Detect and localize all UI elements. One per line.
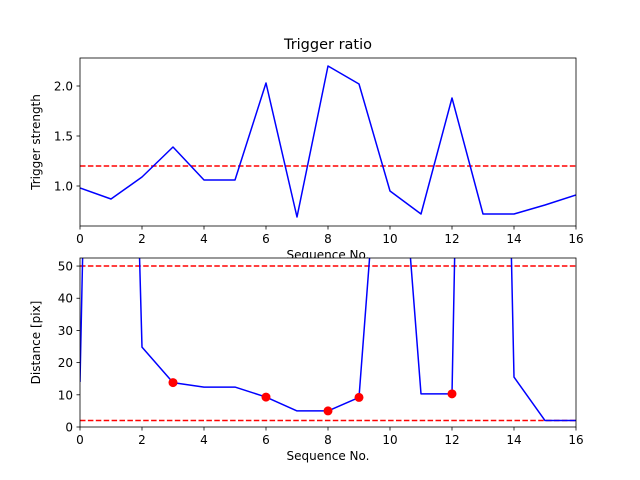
y-tick-label: 0 xyxy=(65,421,73,435)
y-tick-label: 50 xyxy=(58,260,73,274)
x-tick-label: 2 xyxy=(138,232,146,246)
data-point-marker xyxy=(261,392,271,402)
x-tick-label: 12 xyxy=(444,433,459,447)
x-tick-label: 12 xyxy=(444,232,459,246)
series-line-0 xyxy=(80,65,576,218)
y-tick-label: 1.5 xyxy=(54,130,73,144)
data-point-marker xyxy=(447,389,457,399)
y-tick-label: 20 xyxy=(58,356,73,370)
x-tick-label: 14 xyxy=(506,232,521,246)
data-point-marker xyxy=(354,392,364,402)
x-tick-label: 4 xyxy=(200,232,208,246)
chart-title: Trigger ratio xyxy=(283,37,372,53)
x-tick-label: 10 xyxy=(382,232,397,246)
series-line-0 xyxy=(80,258,576,422)
y-tick-label: 40 xyxy=(58,292,73,306)
y-axis-label: Distance [pix] xyxy=(29,301,43,385)
y-tick-label: 2.0 xyxy=(54,80,73,94)
x-tick-label: 0 xyxy=(76,433,84,447)
x-tick-label: 10 xyxy=(382,433,397,447)
y-tick-label: 30 xyxy=(58,324,73,338)
plot-content xyxy=(80,258,576,422)
x-tick-label: 6 xyxy=(262,433,270,447)
x-tick-label: 4 xyxy=(200,433,208,447)
x-tick-label: 14 xyxy=(506,433,521,447)
data-point-marker xyxy=(168,378,178,388)
x-tick-label: 8 xyxy=(324,232,332,246)
plot-content xyxy=(80,65,576,218)
plot-area xyxy=(80,58,576,226)
x-axis-label: Sequence No. xyxy=(287,449,370,463)
distance-panel: 0 2 4 6 8 10 12 14 16 0 10 20 30 40 50 Sequence No. Dist… xyxy=(29,257,584,463)
x-tick-label: 2 xyxy=(138,433,146,447)
y-axis-label: Trigger strength xyxy=(29,94,43,191)
y-tick-label: 1.0 xyxy=(54,180,73,194)
plot-area xyxy=(80,258,576,427)
y-tick-label: 10 xyxy=(58,388,73,402)
x-tick-label: 8 xyxy=(324,433,332,447)
x-tick-label: 16 xyxy=(568,232,583,246)
x-tick-label: 16 xyxy=(568,433,583,447)
x-tick-label: 0 xyxy=(76,232,84,246)
x-tick-label: 6 xyxy=(262,232,270,246)
data-point-marker xyxy=(323,406,333,416)
